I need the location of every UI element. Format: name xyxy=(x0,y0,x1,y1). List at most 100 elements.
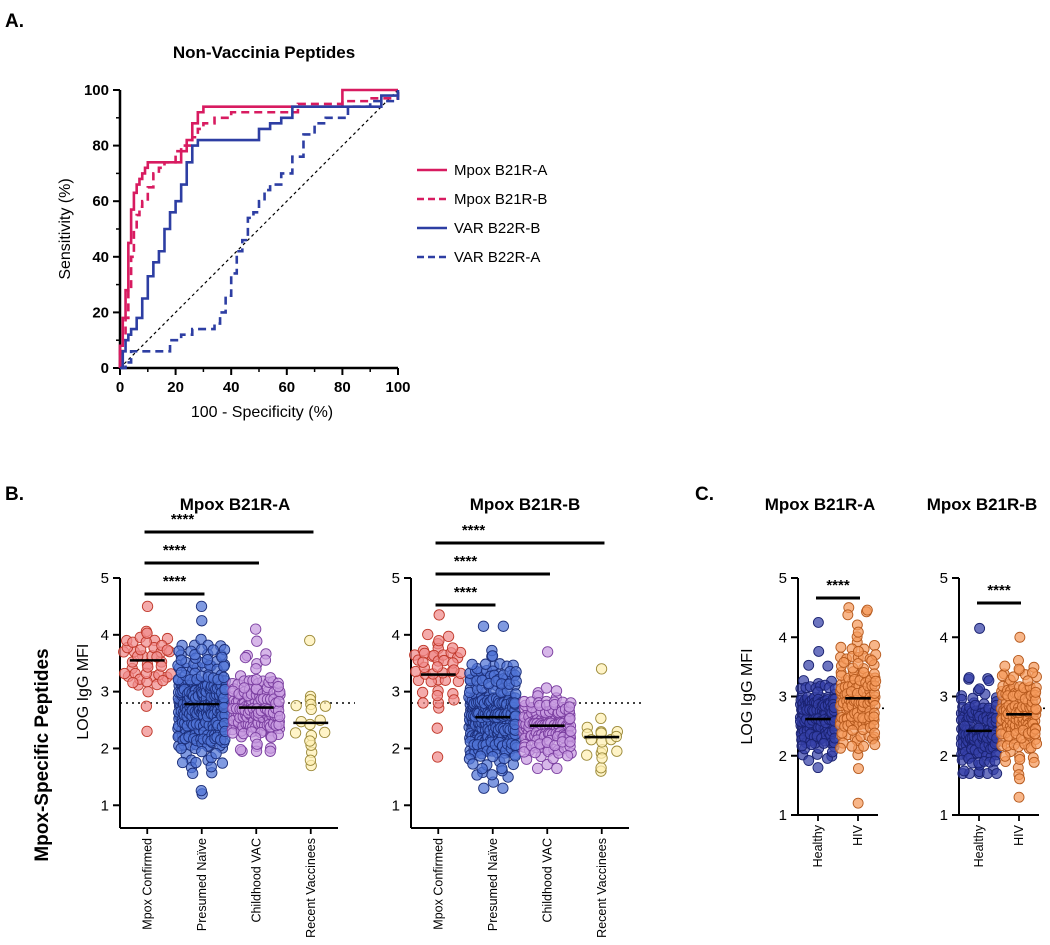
c1-point xyxy=(812,616,824,628)
b2-point xyxy=(531,762,544,774)
b2-point xyxy=(478,782,490,794)
b1-point xyxy=(250,623,262,635)
c1-point xyxy=(835,742,846,754)
c1-y-tick-label: 1 xyxy=(779,807,787,824)
c1-point xyxy=(866,655,878,666)
b1-point xyxy=(234,743,247,756)
b1-point xyxy=(157,674,169,687)
b1-point xyxy=(250,673,263,686)
b2-category-label: Recent Vaccinees xyxy=(595,838,609,938)
b1-point xyxy=(207,644,219,656)
c1-point xyxy=(803,755,815,766)
b2-title: Mpox B21R-B xyxy=(470,495,581,514)
b2-category-label: Presumed Naïve xyxy=(486,838,500,931)
b2-point xyxy=(466,658,478,670)
side-label: Mpox-Specific Peptides xyxy=(32,648,53,861)
b1-point xyxy=(161,644,173,656)
c1-point xyxy=(852,645,864,657)
c1-point xyxy=(853,763,864,774)
b2-point xyxy=(509,739,522,751)
b2-point xyxy=(550,685,563,697)
b1-y-tick-label: 2 xyxy=(101,740,109,757)
c1-point xyxy=(861,604,873,616)
b1-point xyxy=(273,710,286,723)
c1-point xyxy=(835,641,847,653)
roc-series-line-2 xyxy=(118,90,400,368)
b1-category-label: Recent Vaccinees xyxy=(304,838,318,938)
b1-point xyxy=(196,615,208,627)
c2-point xyxy=(1028,756,1040,768)
b2-point xyxy=(477,620,490,632)
b2-point xyxy=(448,694,460,706)
b2-point xyxy=(487,750,499,763)
b1-point xyxy=(142,661,154,673)
c2-point xyxy=(999,660,1011,672)
b2-point xyxy=(467,758,479,770)
b1-significance-label: **** xyxy=(163,542,187,559)
b1-point xyxy=(289,727,302,739)
c1-point xyxy=(858,740,870,752)
roc-x-tick-label: 80 xyxy=(334,379,351,396)
b1-point xyxy=(141,725,153,738)
b2-point xyxy=(561,750,574,762)
b2-point xyxy=(497,782,509,794)
b1-point xyxy=(216,757,229,769)
b2-point xyxy=(510,675,522,687)
b2-point xyxy=(529,746,541,759)
b1-significance-label: **** xyxy=(171,511,195,528)
b1-point xyxy=(218,660,230,673)
b1-point xyxy=(175,654,187,666)
c1-point xyxy=(869,727,881,739)
b2-category-label: Childhood VAC xyxy=(540,838,554,923)
c2-point xyxy=(989,755,1001,767)
c1-significance-label: **** xyxy=(826,577,850,594)
panel-c-label: C. xyxy=(695,484,714,505)
c1-y-tick-label: 5 xyxy=(779,570,787,587)
roc-y-tick-label: 80 xyxy=(92,138,109,155)
b1-point xyxy=(155,660,168,672)
c1-point xyxy=(846,740,858,752)
b1-point xyxy=(196,745,208,758)
c1-y-tick-label: 4 xyxy=(779,629,787,646)
c1-point xyxy=(813,646,825,657)
roc-y-tick-label: 0 xyxy=(101,360,109,377)
b1-point xyxy=(319,700,332,712)
b2-point xyxy=(417,656,429,668)
c2-point xyxy=(1022,675,1034,687)
c2-point xyxy=(981,768,993,779)
b1-point xyxy=(272,680,284,693)
b1-point xyxy=(239,651,252,664)
b1-point xyxy=(210,747,222,760)
b1-point xyxy=(218,671,230,684)
c1-point xyxy=(796,740,808,752)
b1-point xyxy=(304,754,317,766)
legend-label-3: VAR B22R-B xyxy=(454,220,540,237)
b1-point xyxy=(201,654,214,666)
b1-significance-label: **** xyxy=(163,573,187,590)
roc-series-line-3 xyxy=(120,90,400,370)
b1-point xyxy=(304,718,316,731)
c2-point xyxy=(1014,773,1025,785)
b1-point xyxy=(195,784,207,797)
b2-point xyxy=(611,745,623,757)
legend-label-1: Mpox B21R-A xyxy=(454,162,547,179)
b2-point xyxy=(422,628,434,641)
b2-point xyxy=(564,736,576,748)
b1-point xyxy=(127,677,139,689)
b2-point xyxy=(565,725,577,737)
c2-point xyxy=(1029,728,1041,740)
roc-series-line-4 xyxy=(120,90,400,370)
c1-y-tick-label: 3 xyxy=(779,689,787,706)
panel-b-label: B. xyxy=(5,484,24,505)
c2-title: Mpox B21R-B xyxy=(927,495,1038,514)
b1-point xyxy=(205,761,217,773)
roc-x-tick-label: 0 xyxy=(116,379,124,396)
b1-point xyxy=(259,654,272,666)
b2-point xyxy=(417,697,429,709)
b2-y-tick-label: 1 xyxy=(392,797,400,814)
c2-point xyxy=(1031,738,1043,750)
roc-x-label: 100 - Specificity (%) xyxy=(191,404,333,421)
c2-point xyxy=(1030,686,1042,698)
roc-x-tick-label: 100 xyxy=(385,379,410,396)
